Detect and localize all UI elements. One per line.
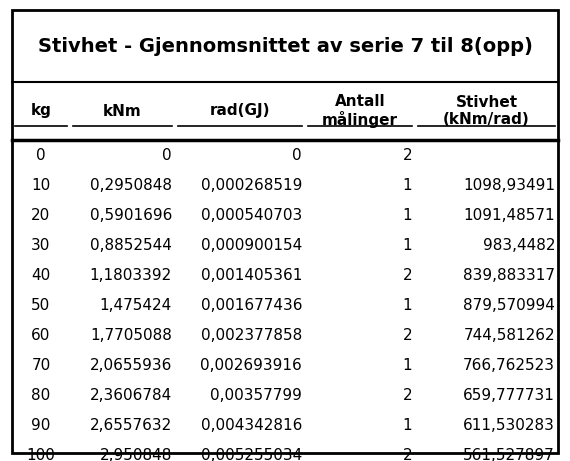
Text: Stivhet
(kNm/rad): Stivhet (kNm/rad): [443, 95, 530, 127]
Text: 20: 20: [31, 207, 51, 223]
Text: 0,000900154: 0,000900154: [201, 237, 302, 253]
Text: 561,527897: 561,527897: [463, 448, 555, 461]
Text: 2: 2: [402, 448, 412, 461]
Text: 0,000540703: 0,000540703: [201, 207, 302, 223]
Text: 0,000268519: 0,000268519: [201, 177, 302, 193]
Text: 0,005255034: 0,005255034: [201, 448, 302, 461]
Text: 90: 90: [31, 418, 51, 432]
Text: 0,001677436: 0,001677436: [201, 297, 302, 313]
Text: 879,570994: 879,570994: [463, 297, 555, 313]
Text: 1: 1: [402, 207, 412, 223]
Text: 50: 50: [31, 297, 51, 313]
Text: 2: 2: [402, 267, 412, 283]
Text: rad(GJ): rad(GJ): [210, 104, 270, 118]
Text: 839,883317: 839,883317: [463, 267, 555, 283]
Text: 1: 1: [402, 237, 412, 253]
Text: Antall
målinger: Antall målinger: [322, 94, 398, 129]
Text: 0,002377858: 0,002377858: [201, 327, 302, 343]
Text: 744,581262: 744,581262: [463, 327, 555, 343]
Text: 1091,48571: 1091,48571: [463, 207, 555, 223]
Text: 0: 0: [36, 148, 46, 162]
Text: kg: kg: [31, 104, 51, 118]
Text: 30: 30: [31, 237, 51, 253]
Text: 0,001405361: 0,001405361: [201, 267, 302, 283]
Text: 1,1803392: 1,1803392: [89, 267, 172, 283]
Text: 2,6557632: 2,6557632: [89, 418, 172, 432]
Text: 1098,93491: 1098,93491: [463, 177, 555, 193]
Text: 0: 0: [292, 148, 302, 162]
Text: 1: 1: [402, 297, 412, 313]
Text: 2: 2: [402, 148, 412, 162]
Text: 60: 60: [31, 327, 51, 343]
Text: 1: 1: [402, 418, 412, 432]
Text: 2: 2: [402, 388, 412, 402]
Text: 611,530283: 611,530283: [463, 418, 555, 432]
Text: 2: 2: [402, 327, 412, 343]
Text: 766,762523: 766,762523: [463, 357, 555, 372]
Text: 1: 1: [402, 357, 412, 372]
Text: 0,004342816: 0,004342816: [201, 418, 302, 432]
Text: 80: 80: [31, 388, 51, 402]
Text: 70: 70: [31, 357, 51, 372]
Text: 1,7705088: 1,7705088: [90, 327, 172, 343]
Text: 2,0655936: 2,0655936: [89, 357, 172, 372]
Text: 0,00357799: 0,00357799: [210, 388, 302, 402]
Text: kNm: kNm: [103, 104, 142, 118]
Text: 40: 40: [31, 267, 51, 283]
Text: 1: 1: [402, 177, 412, 193]
Text: 0,8852544: 0,8852544: [90, 237, 172, 253]
Text: 0: 0: [162, 148, 172, 162]
Text: Stivhet - Gjennomsnittet av serie 7 til 8(opp): Stivhet - Gjennomsnittet av serie 7 til …: [38, 36, 532, 55]
Text: 0,2950848: 0,2950848: [90, 177, 172, 193]
Text: 10: 10: [31, 177, 51, 193]
Text: 659,777731: 659,777731: [463, 388, 555, 402]
Text: 2,950848: 2,950848: [100, 448, 172, 461]
Text: 0,5901696: 0,5901696: [89, 207, 172, 223]
Text: 100: 100: [27, 448, 55, 461]
Text: 983,4482: 983,4482: [482, 237, 555, 253]
Text: 1,475424: 1,475424: [100, 297, 172, 313]
Text: 0,002693916: 0,002693916: [200, 357, 302, 372]
Text: 2,3606784: 2,3606784: [89, 388, 172, 402]
